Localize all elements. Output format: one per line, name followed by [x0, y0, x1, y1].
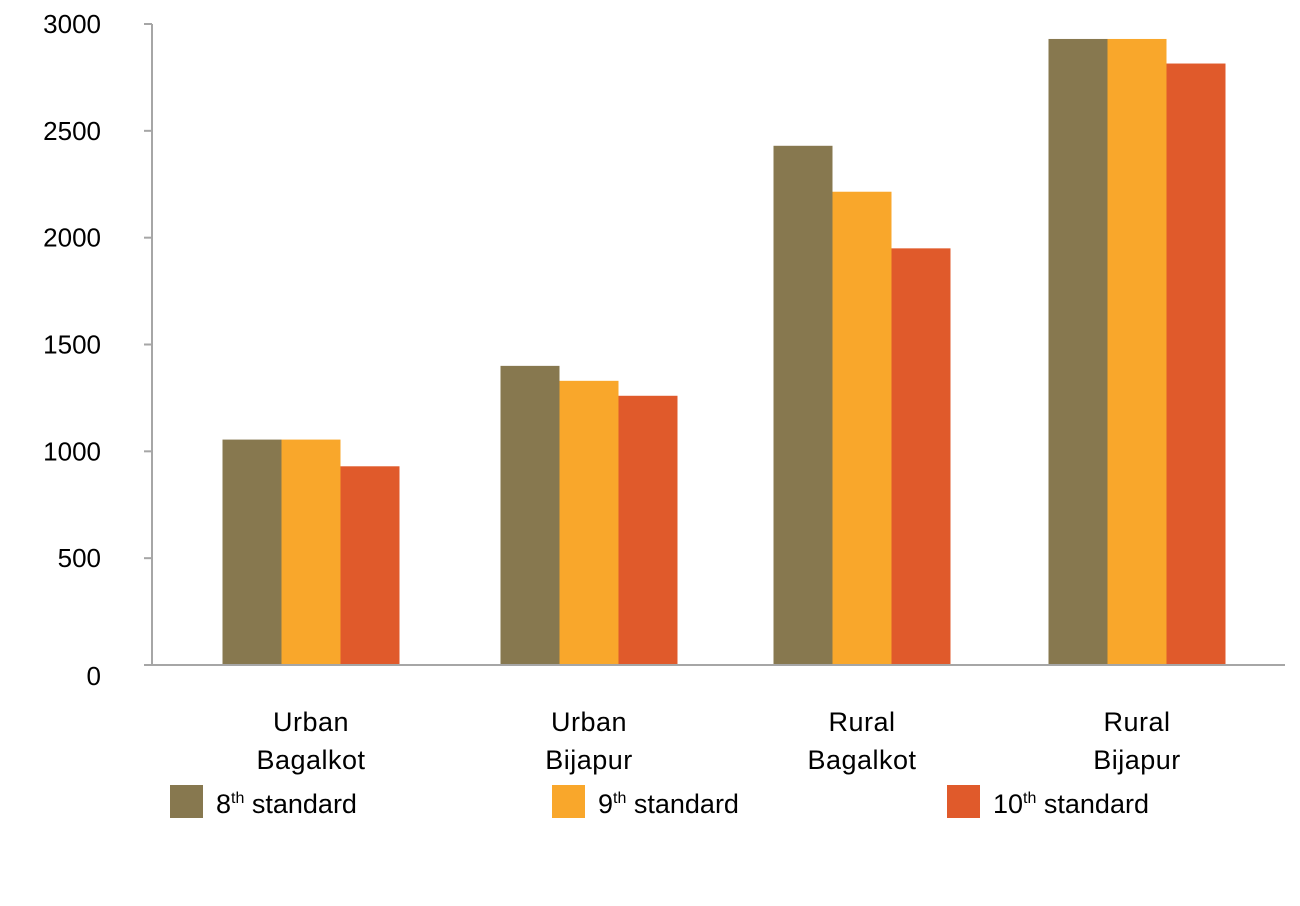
bar-urban-bijapur-series-3: [618, 395, 678, 665]
y-tick-labels: 0 500 1000 1500 2000 2500 3000: [43, 9, 101, 691]
bar-rural-bijapur-series-1: [1048, 38, 1108, 665]
y-tick-label: 500: [58, 543, 101, 573]
bar-rural-bagalkot-series-3: [891, 248, 951, 665]
bar-urban-bijapur-series-1: [500, 365, 560, 665]
y-tick-label: 1000: [43, 436, 101, 466]
legend-item: 8th standard: [170, 785, 357, 819]
bars-layer: [222, 38, 1226, 666]
bar-rural-bijapur-series-2: [1107, 38, 1167, 665]
bar-urban-bijapur-series-2: [559, 380, 619, 665]
y-tick-label: 0: [87, 661, 101, 691]
legend-label: 8th standard: [216, 789, 357, 819]
x-category-label: Rural Bijapur: [1093, 707, 1181, 775]
bar-rural-bagalkot-series-2: [832, 191, 892, 665]
x-category-label: Urban Bijapur: [545, 707, 633, 775]
bar-rural-bagalkot-series-1: [773, 145, 833, 666]
y-tick-label: 2000: [43, 223, 101, 253]
x-category-label: Rural Bagalkot: [807, 707, 916, 775]
x-category-labels: Urban Bagalkot Urban Bijapur Rural Bagalkot Ru…: [256, 707, 1180, 775]
legend: 8th standard 9th standard 10th standard: [170, 785, 1149, 819]
legend-label: 9th standard: [598, 789, 739, 819]
legend-label: 10th standard: [993, 789, 1149, 819]
bar-rural-bijapur-series-3: [1166, 63, 1226, 666]
legend-item: 10th standard: [947, 785, 1149, 819]
legend-item: 9th standard: [552, 785, 739, 819]
legend-swatch: [170, 785, 203, 818]
y-tick-label: 1500: [43, 330, 101, 360]
bar-urban-bagalkot-series-1: [222, 439, 282, 665]
legend-swatch: [552, 785, 585, 818]
y-tick-label: 3000: [43, 9, 101, 39]
legend-swatch: [947, 785, 980, 818]
x-category-label: Urban Bagalkot: [256, 707, 365, 775]
y-tick-label: 2500: [43, 116, 101, 146]
bar-urban-bagalkot-series-2: [281, 439, 341, 665]
axis-layer: [144, 23, 1285, 666]
bar-urban-bagalkot-series-3: [340, 466, 400, 665]
